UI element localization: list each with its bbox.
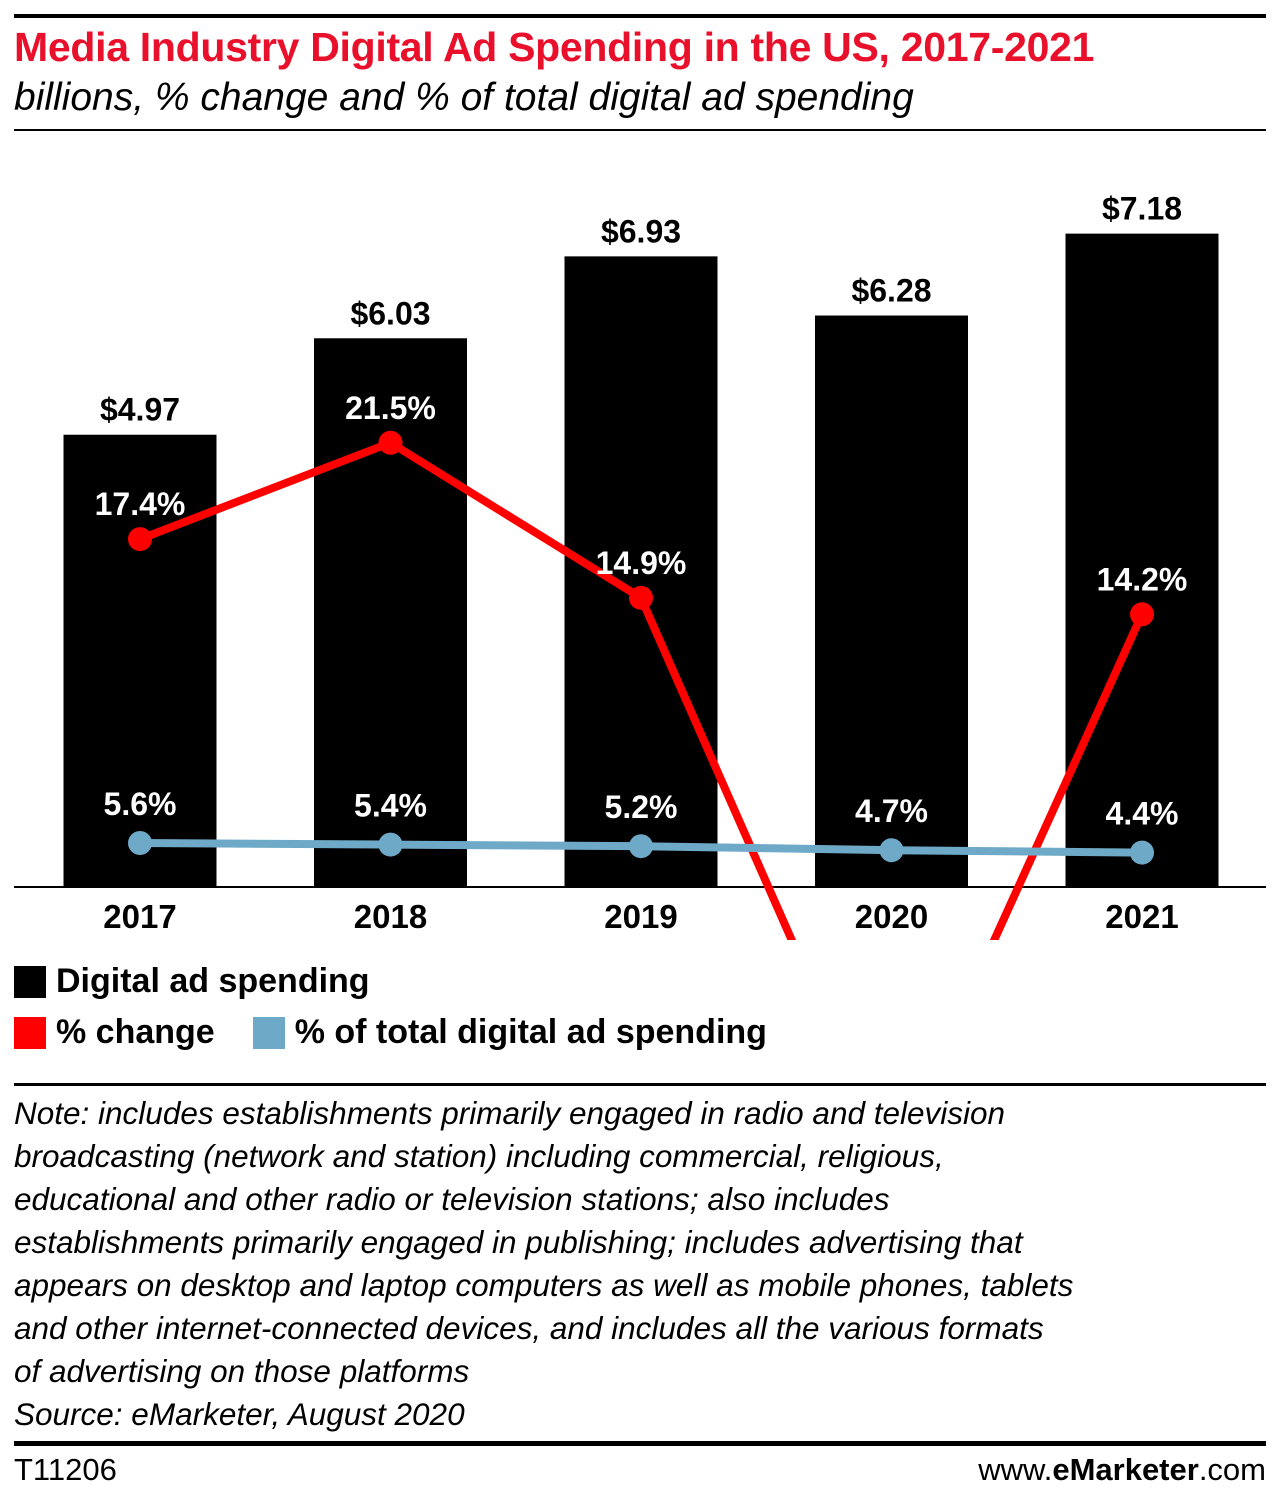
- legend-swatch-spending: [14, 965, 46, 998]
- bar: [63, 434, 217, 887]
- brand-url: www.eMarketer.com: [978, 1452, 1266, 1488]
- chart: $4.97 $6.03 $6.93 $6.28 $7.18 2017 2018 2019 202…: [14, 191, 1266, 940]
- legend-item-spending: Digital ad spending: [14, 962, 370, 1001]
- note-line: of advertising on those platforms: [14, 1353, 470, 1389]
- note-line: appears on desktop and laptop computers …: [14, 1267, 1074, 1303]
- bar: [564, 256, 718, 887]
- legend-row-1: Digital ad spending: [14, 962, 408, 1001]
- note-line: and other internet-connected devices, an…: [14, 1310, 1044, 1346]
- legend-label-share: % of total digital ad spending: [294, 1013, 767, 1051]
- header-rule: [14, 129, 1266, 131]
- share-value-label: 4.7%: [855, 793, 928, 829]
- share-point: [1130, 840, 1154, 865]
- bar: [1065, 233, 1219, 887]
- share-value-label: 5.2%: [605, 789, 678, 825]
- legend-label-change: % change: [56, 1013, 215, 1051]
- note-line: broadcasting (network and station) inclu…: [14, 1138, 944, 1174]
- footer-rule: [14, 1441, 1266, 1446]
- chart-title: Media Industry Digital Ad Spending in th…: [14, 24, 1095, 70]
- x-tick-label: 2017: [103, 898, 176, 935]
- legend-row-2: % change % of total digital ad spending: [14, 1013, 805, 1052]
- note-rule: [14, 1083, 1266, 1086]
- legend-label-spending: Digital ad spending: [56, 962, 370, 1000]
- change-point: [1130, 602, 1154, 627]
- legend-swatch-change: [14, 1016, 46, 1049]
- share-point: [378, 832, 403, 857]
- share-value-label: 5.4%: [354, 788, 427, 824]
- change-point: [128, 527, 152, 552]
- share-value-label: 4.4%: [1106, 796, 1179, 832]
- change-value-label: 14.2%: [1097, 561, 1188, 597]
- share-point: [128, 831, 152, 855]
- change-value-label: 17.4%: [95, 486, 186, 522]
- share-point: [629, 834, 653, 859]
- chart-subtitle: billions, % change and % of total digita…: [14, 76, 914, 119]
- note-line: Note: includes establishments primarily …: [14, 1095, 1006, 1131]
- x-tick-label: 2021: [1105, 898, 1178, 935]
- change-point: [629, 585, 653, 610]
- chart-id: T11206: [14, 1452, 117, 1487]
- legend-item-change: % change: [14, 1013, 215, 1052]
- bar: [314, 338, 467, 887]
- x-tick-label: 2019: [604, 898, 677, 935]
- note-line: establishments primarily engaged in publ…: [14, 1224, 1023, 1260]
- change-point: [378, 430, 403, 455]
- share-point: [879, 838, 904, 863]
- url-prefix: www.: [978, 1452, 1053, 1487]
- legend-swatch-share: [252, 1016, 285, 1049]
- note: Note: includes establishments primarily …: [14, 1092, 1270, 1436]
- bar-value-label: $4.97: [100, 392, 180, 428]
- top-rule: [14, 14, 1266, 18]
- bar-value-label: $6.03: [350, 295, 430, 331]
- legend-item-share: % of total digital ad spending: [252, 1013, 767, 1052]
- change-value-label: 14.9%: [596, 545, 687, 581]
- change-value-label: 21.5%: [345, 390, 436, 426]
- note-source: Source: eMarketer, August 2020: [14, 1396, 465, 1432]
- x-tick-label: 2018: [354, 898, 427, 935]
- share-value-label: 5.6%: [104, 786, 177, 822]
- note-line: educational and other radio or televisio…: [14, 1181, 890, 1217]
- x-tick-label: 2020: [855, 898, 928, 935]
- bar-value-label: $6.93: [601, 213, 681, 249]
- url-suffix: .com: [1198, 1452, 1266, 1487]
- bar: [815, 315, 968, 887]
- url-brand: eMarketer: [1052, 1452, 1199, 1487]
- bar-value-label: $6.28: [851, 273, 931, 309]
- bar-value-label: $7.18: [1102, 191, 1182, 227]
